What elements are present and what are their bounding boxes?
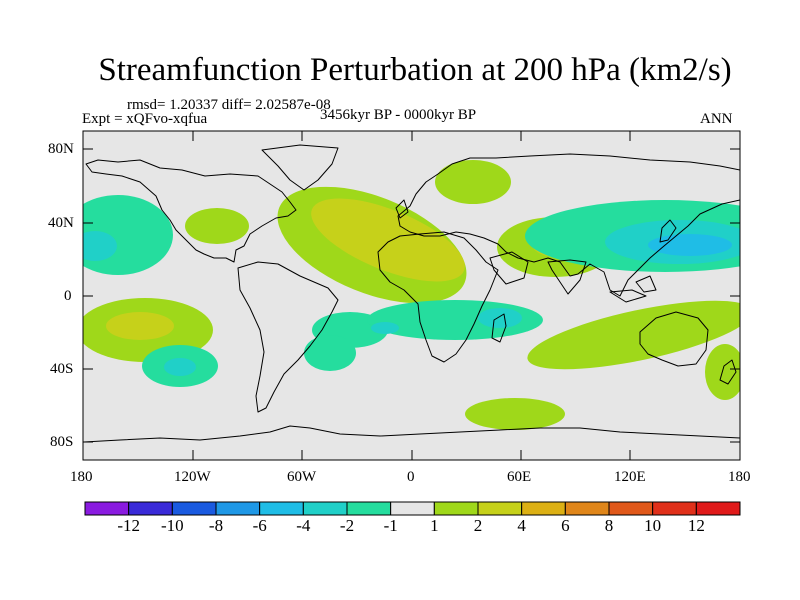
colorbar-swatch [521, 501, 566, 516]
colorbar-label: 2 [473, 516, 483, 535]
y-tick-40s: 40S [50, 361, 74, 377]
contour-fill-layer [83, 160, 740, 430]
coastlines [83, 144, 740, 443]
contour-trough-satlantic-2 [304, 335, 356, 371]
colorbar-swatch [433, 501, 479, 516]
colorbar-label: -1 [383, 516, 398, 535]
coast-greenland [261, 144, 339, 191]
colorbar-label: 6 [561, 516, 570, 535]
colorbar-label: 1 [430, 516, 439, 535]
coast-japan [659, 219, 677, 243]
experiment-subtitle: Expt = xQFvo-xqfua [82, 111, 208, 127]
colorbar-swatch [477, 501, 523, 516]
contour-trough-satl-core [371, 322, 399, 334]
stats-subtitle: rmsd= 1.20337 diff= 2.02587e-08 [127, 97, 331, 113]
colorbar-swatch [128, 501, 173, 516]
contour-trough-npacific-core [83, 231, 117, 261]
colorbar-label: -6 [252, 516, 267, 535]
colorbar-swatch [390, 501, 435, 516]
colorbar-swatch [608, 501, 654, 516]
coast-indonesia [609, 275, 657, 303]
y-tick-80n: 80N [48, 141, 74, 157]
colorbar-label: 12 [687, 516, 705, 535]
contour-ridge-america [185, 208, 249, 244]
x-tick-180e: 180 [728, 469, 751, 485]
colorbar-label: -12 [117, 516, 140, 535]
colorbar-swatch [171, 501, 217, 516]
colorbar-swatch [302, 501, 348, 516]
coast-south-america [237, 261, 339, 413]
x-tick-60e: 60E [507, 469, 532, 485]
colorbar-label: -4 [296, 516, 311, 535]
colorbar-label: -10 [160, 516, 184, 535]
plot-title: Streamfunction Perturbation at 200 hPa (… [98, 52, 732, 88]
colorbar-label: 4 [517, 516, 526, 535]
colorbar-label: 10 [644, 516, 662, 535]
y-tick-0: 0 [64, 288, 72, 304]
x-tick-0: 0 [407, 469, 415, 485]
coast-india [547, 259, 587, 295]
contour-trough-npacific [83, 195, 173, 275]
coast-africa [377, 231, 499, 363]
coast-antarctica [83, 425, 740, 443]
coast-madagascar [491, 313, 507, 343]
contour-ridge-australia-east [705, 344, 740, 400]
colorbar-swatch [564, 501, 610, 516]
y-tick-40n: 40N [48, 215, 74, 231]
contour-trough-pacific-core [648, 234, 732, 256]
colorbar-label: -2 [339, 516, 355, 535]
axis-frame [82, 130, 741, 461]
colorbar-swatch [346, 501, 392, 516]
colorbar-swatch [259, 501, 304, 516]
coast-british-isles [395, 199, 409, 219]
colorbar-swatch [215, 501, 261, 516]
x-tick-120w: 120W [174, 469, 211, 485]
x-tick-180w: 180 [70, 469, 93, 485]
coast-north-america [85, 159, 297, 263]
colorbar-swatch [695, 501, 741, 516]
colorbar [84, 501, 741, 516]
contour-ridge-spacific-inner [106, 312, 174, 340]
season-subtitle: ANN [700, 111, 733, 127]
coast-australia [639, 311, 709, 367]
coast-eurasia [397, 153, 740, 297]
x-tick-60w: 60W [287, 469, 317, 485]
coast-new-zealand [719, 359, 737, 385]
period-subtitle: 3456kyr BP - 0000kyr BP [320, 107, 477, 123]
contour-ridge-atlantic-inner [311, 198, 465, 282]
colorbar-label: -8 [208, 516, 224, 535]
coast-arabia [489, 251, 529, 285]
contour-ridge-southern-ocean [465, 398, 565, 430]
y-tick-80s: 80S [50, 434, 74, 450]
colorbar-label: 8 [604, 516, 614, 535]
contour-trough-spacific-core [164, 358, 196, 376]
x-tick-120e: 120E [614, 469, 646, 485]
contour-ridge-scandinavia [435, 160, 511, 204]
colorbar-swatch [84, 501, 130, 516]
colorbar-swatch [652, 501, 697, 516]
contour-trough-indian-core [478, 308, 522, 328]
